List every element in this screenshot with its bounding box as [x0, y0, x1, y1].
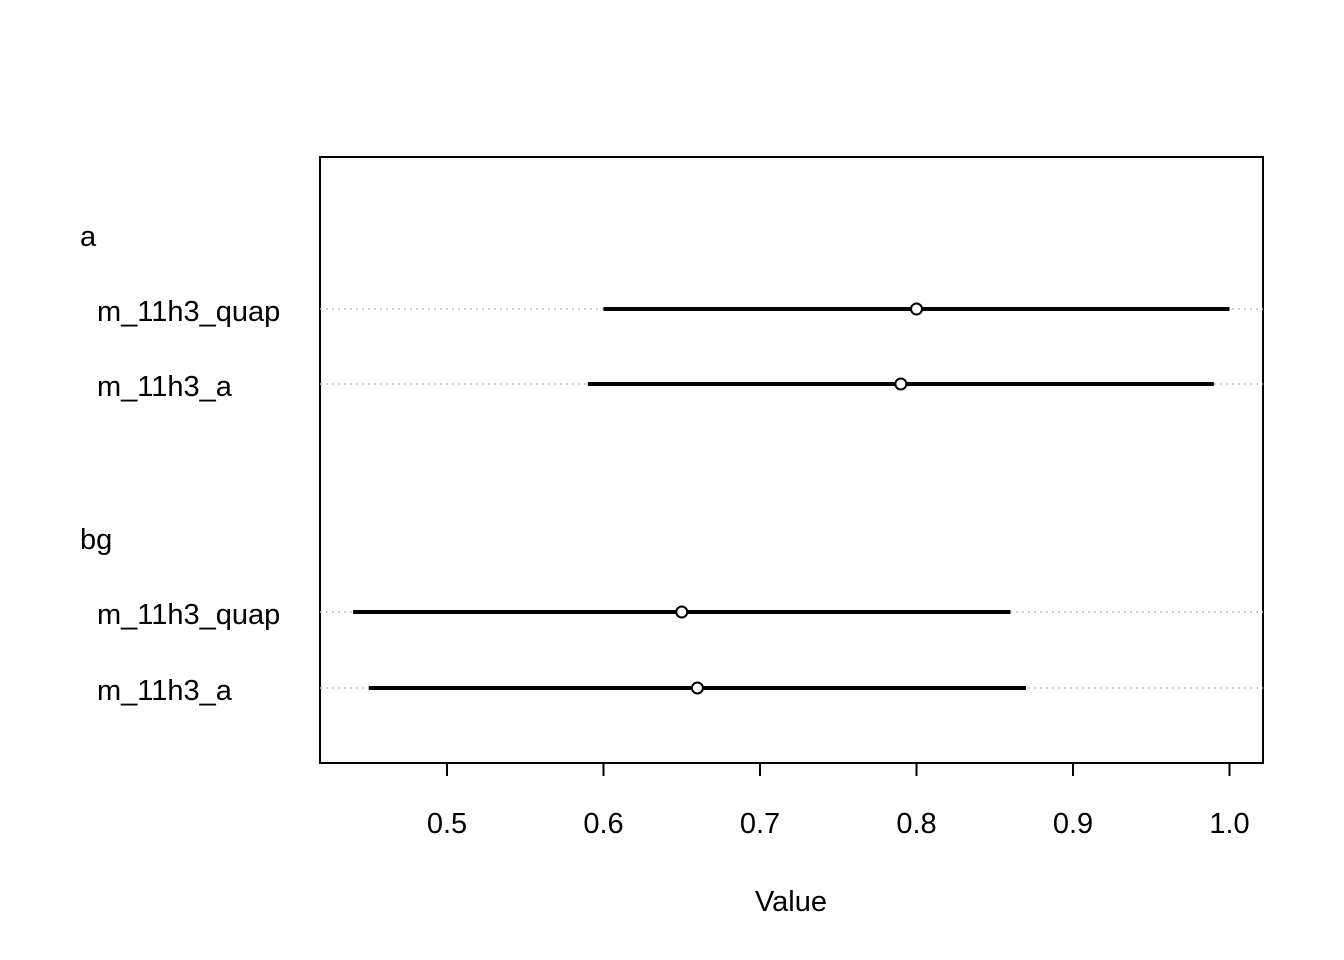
row-label: m_11h3_quap — [97, 599, 280, 631]
group-label: a — [80, 221, 97, 253]
x-tick-label: 0.6 — [583, 808, 623, 840]
x-tick-label: 1.0 — [1209, 808, 1249, 840]
group-label: bg — [80, 524, 112, 556]
row-label: m_11h3_a — [97, 371, 233, 403]
mean-points — [675, 302, 923, 695]
mean-point — [690, 681, 704, 695]
row-label: m_11h3_quap — [97, 296, 280, 328]
x-tick-label: 0.8 — [896, 808, 936, 840]
interval-lines — [353, 307, 1230, 690]
mean-point — [910, 302, 923, 316]
mean-point — [675, 605, 689, 619]
row-label: m_11h3_a — [97, 675, 233, 707]
x-tick-label: 0.7 — [740, 808, 780, 840]
mean-point — [894, 377, 908, 391]
x-tick-label: 0.9 — [1053, 808, 1093, 840]
x-axis: 0.5 0.6 0.7 0.8 0.9 1.0 — [427, 762, 1250, 840]
x-axis-label: Value — [755, 886, 827, 918]
row-labels: am_11h3_quapm_11h3_abgm_11h3_quapm_11h3_… — [80, 221, 280, 707]
x-tick-label: 0.5 — [427, 808, 467, 840]
plot-frame — [319, 156, 1264, 764]
guide-lines — [320, 308, 1263, 689]
